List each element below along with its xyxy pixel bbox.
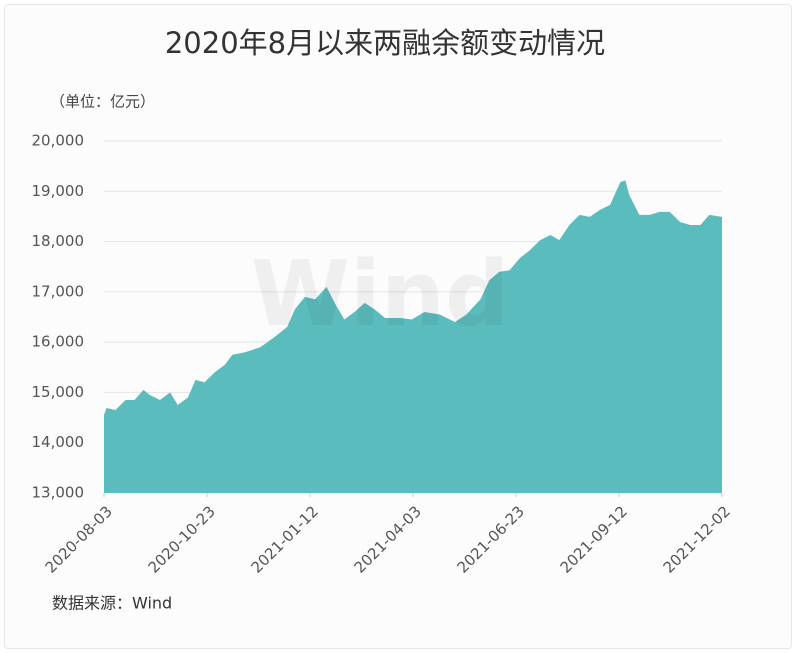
y-tick-label: 13,000: [32, 484, 85, 502]
y-tick-label: 14,000: [32, 433, 85, 451]
y-tick-label: 18,000: [32, 232, 85, 250]
x-tick-label: 2021-06-23: [454, 502, 528, 576]
x-tick-label: 2021-09-12: [557, 502, 631, 576]
y-tick-label: 16,000: [32, 333, 85, 351]
x-tick-label: 2020-08-03: [42, 502, 116, 576]
x-tick-label: 2021-01-12: [248, 502, 322, 576]
y-tick-label: 19,000: [32, 182, 85, 200]
chart-title: 2020年8月以来两融余额变动情况: [165, 26, 605, 60]
y-tick-label: 15,000: [32, 383, 85, 401]
y-tick-label: 20,000: [32, 132, 85, 150]
y-tick-label: 17,000: [32, 282, 85, 300]
x-tick-label: 2021-12-02: [660, 502, 734, 576]
area: [104, 180, 722, 494]
x-tick-label: 2020-10-23: [145, 502, 219, 576]
source: 数据来源：Wind: [52, 594, 172, 613]
subtitle: （单位：亿元）: [50, 93, 155, 111]
watermark: Wind: [251, 242, 510, 347]
x-tick-label: 2021-04-03: [351, 502, 425, 576]
